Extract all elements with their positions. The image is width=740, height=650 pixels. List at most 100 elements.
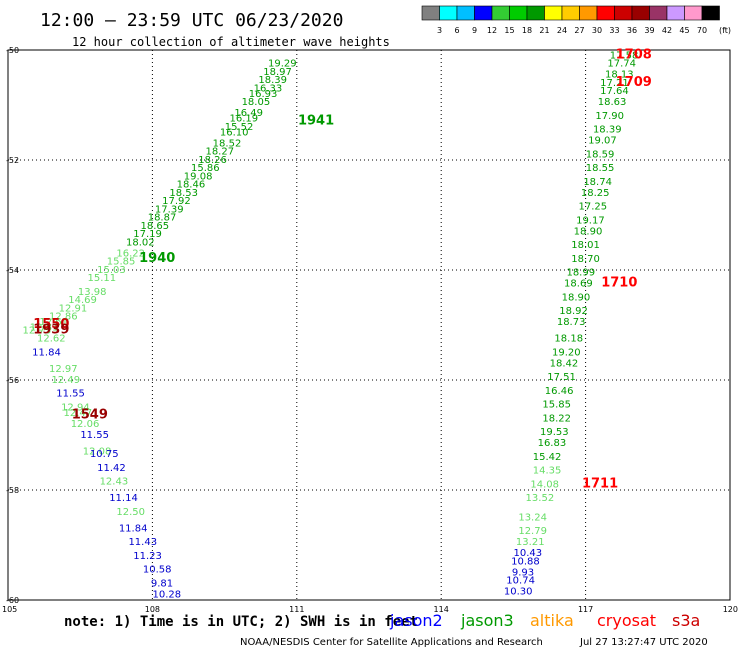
wave-height-value: 18.26 xyxy=(198,155,227,166)
wave-height-value: 12.61 xyxy=(39,317,68,328)
wave-height-value: 10.74 xyxy=(506,576,535,587)
scale-label: 3 xyxy=(437,26,442,35)
wave-height-value: 14.35 xyxy=(533,466,562,477)
pass-time-label: 1711 xyxy=(582,476,618,491)
scale-swatch xyxy=(456,5,475,21)
wave-height-value: 15.11 xyxy=(88,273,117,284)
wave-height-value: 18.59 xyxy=(586,149,615,160)
wave-height-value: 17.39 xyxy=(155,204,184,215)
scale-label: 12 xyxy=(487,26,497,35)
wave-height-value: 18.69 xyxy=(564,279,593,290)
wave-height-value: 17.90 xyxy=(595,111,624,122)
wave-height-value: 11.42 xyxy=(97,463,126,474)
wave-height-value: 12.47 xyxy=(63,408,92,419)
wave-height-value: 13.98 xyxy=(78,287,107,298)
chart-title: 12:00 – 23:59 UTC 06/23/2020 xyxy=(40,10,343,31)
wave-height-value: 11.23 xyxy=(133,551,162,562)
scale-label: 18 xyxy=(522,26,532,35)
scale-swatch xyxy=(491,5,510,21)
scale-swatch xyxy=(561,5,580,21)
wave-height-value: 17.58 xyxy=(610,50,639,61)
x-tick-label: 108 xyxy=(145,605,160,614)
wave-height-value: 18.42 xyxy=(550,358,579,369)
wave-height-value: 10.28 xyxy=(153,589,182,600)
color-scale-legend: 3 6 9 12 15 18 21 24 27 30 33 36 39 42 45 70 (ft) xyxy=(421,5,731,35)
satellite-legend-item: cryosat xyxy=(597,611,656,630)
wave-height-value: 18.18 xyxy=(554,334,583,345)
wave-height-value: 12.86 xyxy=(49,312,78,323)
wave-height-value: 12.79 xyxy=(518,526,547,537)
wave-height-value: 18.70 xyxy=(571,254,600,265)
pass-time-label: 1940 xyxy=(139,251,175,266)
chart-subtitle: 12 hour collection of altimeter wave hei… xyxy=(72,35,390,49)
wave-height-value: 9.81 xyxy=(151,578,173,589)
wave-height-value: 19.07 xyxy=(588,136,617,147)
wave-height-value: 15.03 xyxy=(97,265,126,276)
scale-label: 21 xyxy=(539,26,549,35)
wave-height-value: 12.49 xyxy=(51,375,80,386)
wave-height-value: 19.20 xyxy=(552,347,581,358)
satellite-legend-item: jason3 xyxy=(460,611,514,630)
x-tick-label: 111 xyxy=(289,605,304,614)
y-tick-label: -54 xyxy=(6,266,19,275)
wave-height-value: 16.93 xyxy=(249,89,278,100)
x-tick-label: 105 xyxy=(2,605,17,614)
pass-time-label: 1550 xyxy=(33,317,69,332)
wave-height-value: 9.93 xyxy=(512,567,534,578)
wave-height-value: 18.13 xyxy=(605,70,634,81)
wave-height-value: 18.25 xyxy=(581,188,610,199)
scale-swatch xyxy=(439,5,458,21)
y-tick-label: -50 xyxy=(6,46,19,55)
scale-swatch xyxy=(684,5,703,21)
wave-height-value: 17.21 xyxy=(600,78,629,89)
wave-height-value: 19.53 xyxy=(540,427,569,438)
wave-height-value: 18.52 xyxy=(213,138,242,149)
wave-height-value: 11.84 xyxy=(119,523,148,534)
wave-height-value: 12.06 xyxy=(71,419,100,430)
wave-height-value: 10.58 xyxy=(143,565,172,576)
wave-height-value: 18.97 xyxy=(263,67,292,78)
wave-height-value: 18.63 xyxy=(598,97,627,108)
wave-height-value: 18.90 xyxy=(562,292,591,303)
scale-label: 33 xyxy=(609,26,619,35)
wave-height-value: 16.49 xyxy=(234,108,263,119)
x-tick-label: 117 xyxy=(578,605,593,614)
wave-height-value: 17.19 xyxy=(133,229,162,240)
scale-swatch xyxy=(701,5,720,21)
wave-height-value: 18.55 xyxy=(586,163,615,174)
scale-label: 27 xyxy=(574,26,584,35)
scale-label: 45 xyxy=(679,26,689,35)
wave-height-value: 12.73 xyxy=(23,325,52,336)
wave-height-value: 16.19 xyxy=(230,114,259,125)
wave-height-value: 12.08 xyxy=(83,446,112,457)
wave-height-value: 12.97 xyxy=(49,364,78,375)
wave-height-value: 11.43 xyxy=(128,537,157,548)
scale-label: 24 xyxy=(557,26,567,35)
wave-height-value: 16.83 xyxy=(538,438,567,449)
y-tick-label: -58 xyxy=(6,486,19,495)
wave-height-value: 18.87 xyxy=(148,213,177,224)
wave-height-value: 11.84 xyxy=(32,347,61,358)
pass-time-label: 1710 xyxy=(601,276,637,291)
wave-height-value: 15.52 xyxy=(225,122,254,133)
wave-height-value: 16.33 xyxy=(254,83,283,94)
wave-height-value: 14.69 xyxy=(68,295,97,306)
scale-swatch xyxy=(614,5,633,21)
scale-label: 30 xyxy=(592,26,602,35)
wave-height-value: 12.81 xyxy=(30,323,59,334)
wave-height-value: 18.92 xyxy=(559,306,588,317)
plot-area: -50 -52 -54 -56 -58 -60 105 108 111 114 117 120 19… xyxy=(2,46,738,614)
wave-height-value: 18.02 xyxy=(126,237,155,248)
scale-swatch xyxy=(421,5,440,21)
wave-height-value: 17.64 xyxy=(600,86,629,97)
scale-swatch xyxy=(544,5,563,21)
scale-label: 9 xyxy=(472,26,477,35)
wave-height-value: 16.46 xyxy=(545,386,574,397)
wave-height-value: 19.08 xyxy=(184,171,213,182)
wave-height-value: 12.91 xyxy=(59,303,88,314)
scale-swatch xyxy=(474,5,493,21)
scale-unit: (ft) xyxy=(719,26,731,35)
wave-height-value: 11.55 xyxy=(56,389,85,400)
wave-height-value: 18.74 xyxy=(583,177,612,188)
